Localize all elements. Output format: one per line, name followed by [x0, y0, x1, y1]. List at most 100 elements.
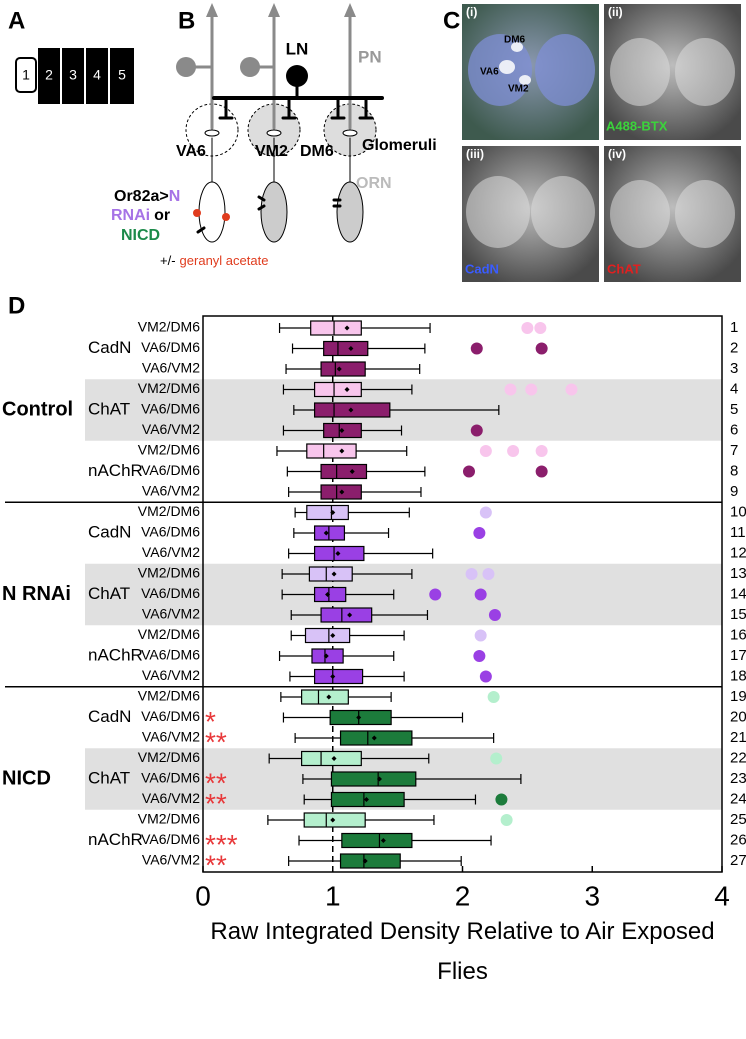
x-tick-label: 2 [455, 880, 471, 911]
panel-label: A [8, 7, 25, 34]
outlier [534, 322, 547, 334]
circuit-diagram: LN PN VA6 VM2 DM6 Glomeruli ORN Or82a>N … [111, 3, 437, 268]
glomerulus-tag: VA6 [480, 67, 499, 78]
row-label: VM2/DM6 [138, 626, 200, 642]
box [308, 566, 353, 582]
row-number: 19 [730, 688, 746, 705]
row-number: 8 [730, 462, 738, 479]
row-label: VA6/VM2 [142, 852, 200, 868]
row-label: VA6/DM6 [141, 647, 200, 663]
receptors [196, 195, 342, 234]
x-tick-label: 0 [195, 880, 211, 911]
stain-label: nAChR [88, 461, 143, 480]
row-number: 4 [730, 380, 738, 397]
row-label: VM2/DM6 [138, 380, 200, 396]
row-label: VA6/DM6 [141, 462, 200, 478]
glomerulus-tag: DM6 [504, 35, 526, 46]
day-label: 2 [45, 67, 53, 83]
box [341, 832, 413, 849]
mean [348, 407, 354, 413]
outlier [495, 793, 508, 806]
genotype: Or82a>N [114, 188, 180, 205]
mean [363, 797, 369, 802]
glomerulus-label: DM6 [300, 143, 334, 160]
outlier [470, 342, 483, 355]
image-caption: CadN [465, 261, 499, 276]
row-label: VA6/VM2 [142, 360, 200, 376]
outlier [504, 383, 517, 396]
mean [326, 694, 332, 700]
day-box [110, 48, 134, 104]
mean [331, 756, 337, 761]
orn [198, 181, 226, 243]
odor-molecule [193, 209, 201, 217]
significance: ** [205, 726, 227, 757]
outlier [500, 814, 513, 826]
mean [380, 838, 386, 843]
box [310, 320, 362, 336]
micrographs: (i) (ii) (iii) (iv) DM6 VA6 VM2 A488-BTX… [462, 4, 741, 282]
significance: *** [205, 829, 238, 860]
schedule: 1 2 3 4 5 [15, 48, 134, 104]
image-tag: (iv) [608, 147, 626, 161]
mean [349, 469, 355, 474]
image-caption: ChAT [607, 261, 641, 276]
day-box [15, 57, 37, 93]
row-number: 26 [730, 831, 746, 848]
row-number: 21 [730, 729, 746, 746]
outlier [521, 322, 534, 334]
ln-soma [286, 65, 308, 87]
image-tag: (i) [466, 5, 477, 19]
row-label: VA6/VM2 [142, 790, 200, 806]
row-label: VM2/DM6 [138, 811, 200, 827]
stain-label: nAChR [88, 645, 143, 664]
row-label: VA6/DM6 [141, 585, 200, 601]
row-number: 9 [730, 483, 738, 500]
genotype: RNAi or [111, 207, 170, 224]
row-number: 25 [730, 811, 746, 828]
significance: ** [205, 849, 227, 880]
outlier [479, 506, 492, 519]
box [313, 525, 346, 541]
mean [356, 715, 362, 720]
glomeruli-label: Glomeruli [362, 137, 437, 154]
row-number: 12 [730, 544, 746, 561]
stain-label: CadN [88, 338, 131, 357]
box [320, 463, 368, 480]
image-tag: (iii) [466, 147, 484, 161]
genotype-text: or [154, 207, 170, 224]
row-label: VM2/DM6 [138, 688, 200, 704]
mean [336, 366, 342, 372]
outlier [462, 465, 475, 478]
row-number: 22 [730, 749, 746, 766]
stain-label: ChAT [88, 768, 130, 787]
row-number: 27 [730, 852, 746, 869]
box [301, 689, 349, 705]
group-label: Control [2, 398, 73, 420]
row-label: VA6/VM2 [142, 667, 200, 683]
outlier [490, 752, 503, 765]
orn [260, 181, 288, 243]
orn [336, 181, 364, 243]
day-box [62, 48, 84, 104]
box [313, 668, 364, 685]
outlier [473, 527, 486, 539]
orn-axons [211, 137, 351, 183]
significance: ** [205, 788, 227, 819]
glomerulus-tag: VM2 [508, 84, 529, 95]
panel-label: B [178, 7, 195, 34]
row-label: VA6/VM2 [142, 606, 200, 622]
box [323, 340, 369, 357]
row-number: 6 [730, 421, 738, 438]
outlier [474, 588, 487, 601]
outlier [535, 465, 548, 478]
day-label: 5 [118, 67, 126, 83]
day-box [86, 48, 108, 104]
projection-neurons [192, 12, 352, 130]
x-axis-title: Raw Integrated Density Relative to Air E… [210, 918, 715, 985]
mean [344, 387, 350, 392]
row-number: 15 [730, 606, 746, 623]
box [313, 381, 362, 398]
image-caption: A488-BTX [606, 118, 668, 133]
